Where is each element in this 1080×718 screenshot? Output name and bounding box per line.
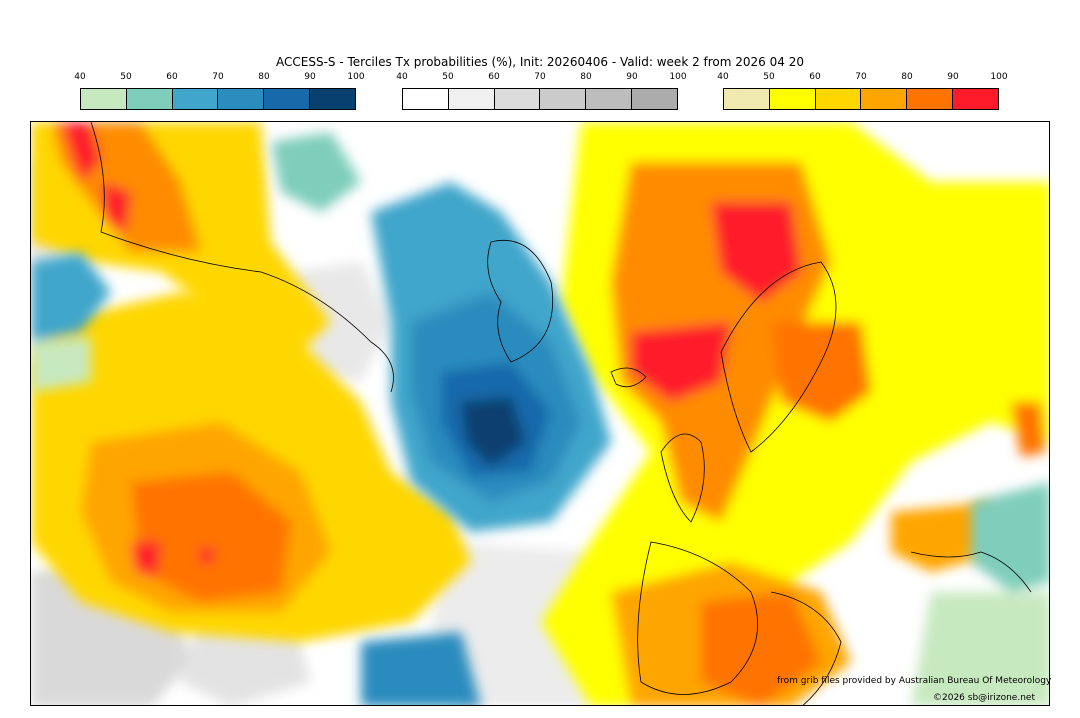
near-normal-tick-label: 60 bbox=[488, 72, 500, 82]
above-normal-tick-label: 100 bbox=[990, 72, 1008, 82]
above-normal-swatch-1 bbox=[769, 89, 816, 109]
above-normal-swatch-5 bbox=[953, 89, 998, 109]
below-normal-tick-label: 80 bbox=[258, 72, 270, 82]
near-normal-swatch-1 bbox=[448, 89, 495, 109]
near-normal-tick-label: 40 bbox=[396, 72, 408, 82]
above-normal-swatch-3 bbox=[861, 89, 908, 109]
near-normal-tick-label: 80 bbox=[580, 72, 592, 82]
near-normal-swatch-5 bbox=[632, 89, 677, 109]
below-normal-swatch-1 bbox=[126, 89, 173, 109]
colorbar-above-normal bbox=[723, 88, 999, 110]
near-normal-tick-label: 70 bbox=[534, 72, 546, 82]
near-normal-swatch-0 bbox=[403, 89, 449, 109]
probability-map[interactable] bbox=[30, 121, 1050, 706]
below-normal-swatch-5 bbox=[310, 89, 355, 109]
near-normal-tick-label: 50 bbox=[442, 72, 454, 82]
above-normal-tick-label: 60 bbox=[809, 72, 821, 82]
below-normal-swatch-2 bbox=[172, 89, 219, 109]
below-normal-swatch-4 bbox=[264, 89, 311, 109]
near-normal-swatch-4 bbox=[586, 89, 633, 109]
above-normal-tick-label: 70 bbox=[855, 72, 867, 82]
below-normal-tick-label: 60 bbox=[166, 72, 178, 82]
above-normal-swatch-0 bbox=[724, 89, 770, 109]
above-normal-swatch-4 bbox=[907, 89, 954, 109]
below-normal-shading bbox=[31, 132, 1049, 705]
below-normal-tick-label: 40 bbox=[74, 72, 86, 82]
above-normal-tick-label: 90 bbox=[947, 72, 959, 82]
colorbar-near-normal bbox=[402, 88, 678, 110]
above-normal-shading bbox=[31, 122, 1049, 705]
chart-title: ACCESS-S - Terciles Tx probabilities (%)… bbox=[276, 55, 804, 69]
source-credit: from grib files provided by Australian B… bbox=[777, 676, 1052, 686]
colorbar-ticks-above: 40 50 60 70 80 90 100 bbox=[717, 72, 1007, 84]
below-normal-tick-label: 50 bbox=[120, 72, 132, 82]
below-normal-swatch-0 bbox=[81, 89, 127, 109]
map-canvas bbox=[31, 122, 1049, 705]
colorbar-below-normal bbox=[80, 88, 356, 110]
colorbar-ticks-below: 40 50 60 70 80 90 100 bbox=[74, 72, 364, 84]
above-normal-tick-label: 80 bbox=[901, 72, 913, 82]
below-normal-swatch-3 bbox=[218, 89, 265, 109]
below-normal-tick-label: 100 bbox=[347, 72, 365, 82]
near-normal-tick-label: 100 bbox=[669, 72, 687, 82]
near-normal-tick-label: 90 bbox=[626, 72, 638, 82]
below-normal-tick-label: 70 bbox=[212, 72, 224, 82]
near-normal-swatch-3 bbox=[540, 89, 587, 109]
colorbar-ticks-normal: 40 50 60 70 80 90 100 bbox=[396, 72, 686, 84]
coastlines bbox=[90, 122, 1032, 705]
near-normal-swatch-2 bbox=[494, 89, 541, 109]
below-normal-tick-label: 90 bbox=[304, 72, 316, 82]
above-normal-swatch-2 bbox=[815, 89, 862, 109]
copyright-credit: ©2026 sb@irizone.net bbox=[933, 693, 1035, 703]
above-normal-tick-label: 40 bbox=[717, 72, 729, 82]
above-normal-tick-label: 50 bbox=[763, 72, 775, 82]
